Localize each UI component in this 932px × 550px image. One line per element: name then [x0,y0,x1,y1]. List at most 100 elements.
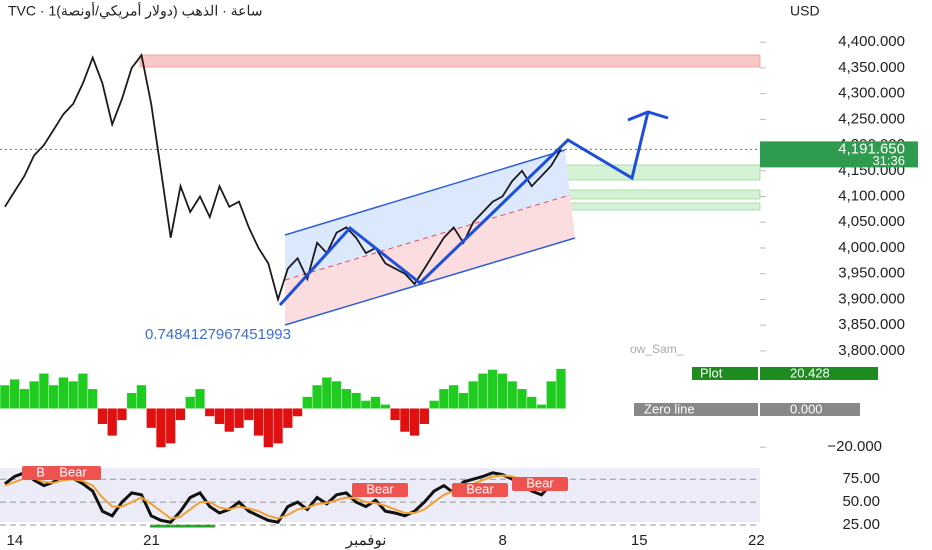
y-tick-label: −20.000 [827,438,882,455]
histogram-bar [517,389,527,409]
support-zone [564,164,761,181]
histogram-bar [117,408,127,421]
plot-label: Plot [700,365,723,380]
plot-value: 20.428 [790,365,830,380]
signal-label: Bear [466,481,494,496]
signal-label: Bear [59,464,87,479]
histogram-bar [546,381,556,409]
channel-line [284,149,566,236]
histogram-bar [429,400,439,409]
histogram-bar [156,408,166,448]
histogram-bar [0,385,10,409]
zero-line-box [634,403,758,416]
histogram-bar [127,392,137,409]
countdown: 31:36 [872,153,905,168]
histogram-bar [331,381,342,409]
x-tick-label: نوفمبر [345,532,387,549]
support-zone [564,202,761,211]
histogram-bar [556,368,566,409]
signal-box [352,483,408,497]
histogram-bar [253,408,264,436]
histogram-bar [234,408,244,428]
arrow-head [627,110,669,122]
histogram-bar [341,389,351,409]
histogram-bar [351,392,361,409]
histogram-bar [312,385,322,409]
x-tick-label: 8 [499,532,507,549]
y-tick-label: 3,800.000 [838,342,905,359]
channel-line [284,237,576,326]
plot-label-box [692,367,758,380]
histogram-bar [439,389,449,409]
histogram-bar [195,389,205,409]
currency: USD [790,3,820,19]
histogram-bar [107,408,117,436]
histogram-bar [527,396,537,409]
signal-box [512,477,568,491]
signal-box [452,483,508,497]
histogram-bar [292,408,303,417]
histogram-bar [488,369,498,409]
histogram-bar [166,408,176,444]
y-tick-label: 25.00 [842,516,880,533]
y-tick-label: 4,050.000 [838,213,905,230]
channel-mid [284,194,571,281]
x-tick-label: 15 [631,532,648,549]
histogram-bar [146,408,156,428]
histogram-bar [29,381,39,409]
y-tick-label: 3,900.000 [838,290,905,307]
histogram-bar [39,373,49,409]
y-tick-label: 4,350.000 [838,59,905,76]
y-tick-label: 4,250.000 [838,110,905,127]
histogram-bar [410,408,420,436]
histogram-bar [390,408,400,421]
indicator-value: 0.7484127967451993 [145,326,291,343]
histogram-bar [78,373,88,409]
histogram-bar [214,408,225,424]
histogram-bar [10,379,20,409]
support-zone [564,189,761,200]
histogram-bar [449,385,459,409]
histogram-bar [263,408,273,448]
y-tick-label: 4,400.000 [838,33,905,50]
signal-box [45,466,101,480]
x-tick-label: 21 [143,532,160,549]
price-tag-value: 4,191.650 [838,140,905,157]
histogram-bar [68,381,78,409]
histogram-bar [468,381,478,409]
histogram-bar [380,404,390,409]
zero-line-value-box [760,403,860,416]
histogram-bar [244,408,254,421]
histogram-bar [283,408,293,428]
x-tick-label: 22 [748,532,765,549]
histogram-bar [478,373,488,409]
histogram-bar [185,396,195,409]
histogram-bar [322,377,332,409]
histogram-bar [205,408,215,417]
symbol-title: TVC · 1ساعة · الذهب (دولار أمريكي/أونصة) [8,1,263,20]
histogram-bar [458,392,469,409]
resistance-zone [139,54,761,68]
histogram-bar [224,408,234,432]
signal-label: Bear [526,475,554,490]
histogram-bar [49,385,59,409]
y-tick-label: 4,000.000 [838,239,905,256]
histogram-bar [302,396,312,409]
y-tick-label: 75.00 [842,470,880,487]
histogram-bar [497,373,508,409]
y-tick-label: 50.00 [842,493,880,510]
plot-value-box [760,367,878,380]
price-line [3,471,562,524]
histogram-bar [400,408,410,432]
y-tick-label: 3,850.000 [838,316,905,333]
y-tick-label: 3,950.000 [838,265,905,282]
histogram-bar [370,396,381,409]
histogram-bar [88,389,98,409]
histogram-bar [507,381,517,409]
channel-upper [285,150,570,280]
histogram-bar [419,408,430,424]
zero-line-value: 0.000 [790,401,823,416]
signal-label: Bear [366,481,394,496]
histogram-bar [19,389,30,409]
